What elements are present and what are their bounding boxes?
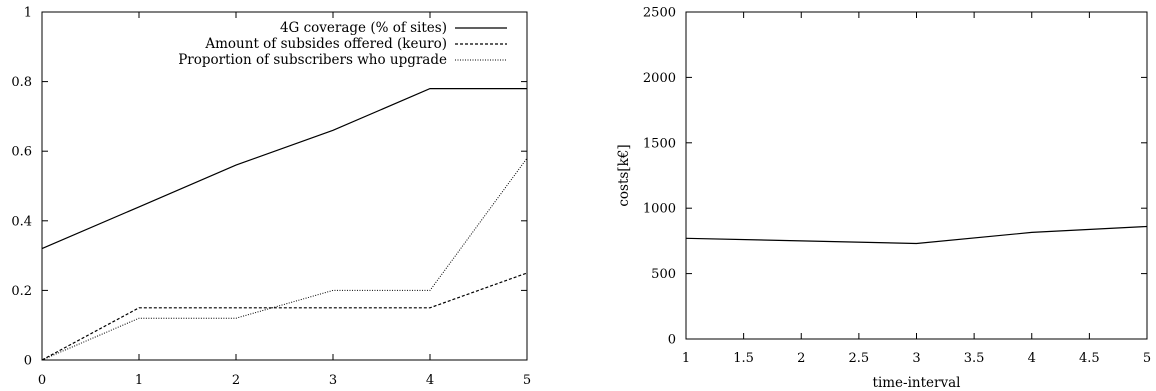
y-tick-label: 2000 [643,71,676,86]
left-chart: 0 1 2 3 4 5 0 0.2 0.4 0.6 0.8 1 4G coverage (% of si… [11,6,531,389]
y-axis-label: costs[k€] [616,144,632,206]
series-line-2 [41,157,528,361]
x-tick-label: 4 [426,373,434,388]
plot-frame [41,11,528,361]
y-tick-label: 0.6 [11,145,32,160]
y-tick-label: 1 [24,6,32,21]
y-tick-label: 1500 [643,136,676,151]
x-tick-label: 2 [232,373,240,388]
y-tick-label: 2500 [643,6,676,21]
x-tick-label: 1.5 [733,351,754,366]
y-tick-label: 0 [668,333,676,348]
legend-label-0: 4G coverage (% of sites) [280,20,447,36]
x-tick-label: 3 [329,373,337,388]
series-line-0 [685,225,1148,245]
legend-label-1: Amount of subsides offered (keuro) [204,36,447,52]
y-tick-label: 500 [651,267,676,282]
x-tick-label: 1 [682,351,690,366]
x-tick-label: 4.5 [1079,351,1100,366]
x-tick-label: 2.5 [849,351,870,366]
plot-frame [685,11,1148,340]
right-chart: 1 1.5 2 2.5 3 3.5 4 4.5 5 0 500 1000 1500 2000 2500 tim… [616,6,1151,391]
x-tick-label: 3 [912,351,920,366]
y-tick-label: 0.4 [11,214,32,229]
y-tick-label: 0.2 [11,284,32,299]
x-tick-label: 3.5 [964,351,985,366]
x-tick-label: 1 [135,373,143,388]
y-tick-label: 0 [24,354,32,369]
x-axis-label: time-interval [873,375,961,391]
x-tick-label: 2 [797,351,805,366]
y-tick-label: 0.8 [11,75,32,90]
x-tick-label: 0 [38,373,46,388]
y-tick-label: 1000 [643,202,676,217]
x-tick-label: 4 [1028,351,1036,366]
x-tick-label: 5 [1143,351,1151,366]
x-tick-label: 5 [523,373,531,388]
series-line-0 [41,87,527,250]
series-line-1 [41,272,528,361]
legend-label-2: Proportion of subscribers who upgrade [178,52,447,68]
